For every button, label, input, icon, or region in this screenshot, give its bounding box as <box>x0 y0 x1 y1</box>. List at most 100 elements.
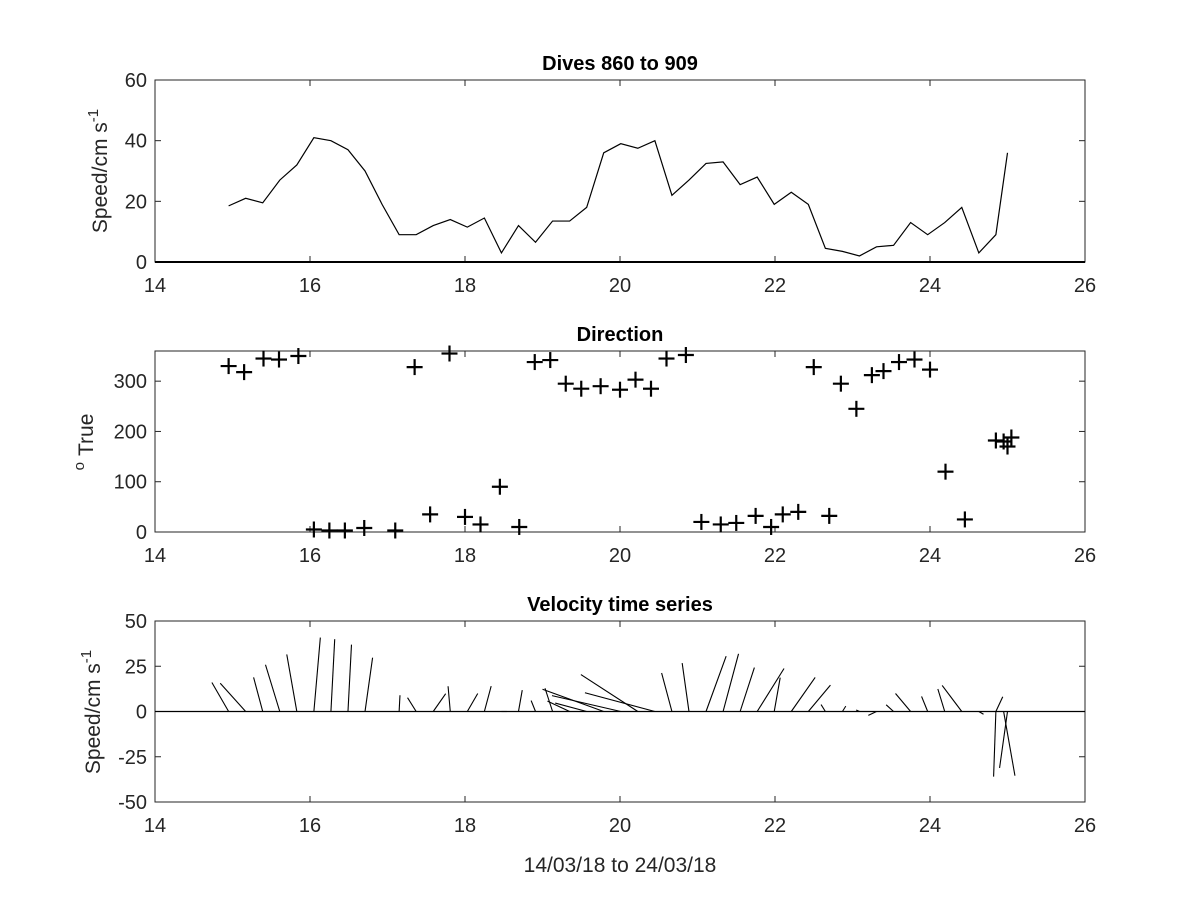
direction-y-tick-label: 200 <box>114 421 147 443</box>
direction-x-tick-label: 24 <box>919 545 941 567</box>
direction-y-tick-label: 0 <box>136 522 147 544</box>
speed-y-axis-label-text: Speed/cm s <box>89 122 112 233</box>
direction-point <box>658 350 675 367</box>
direction-x-tick-label: 16 <box>299 545 321 567</box>
direction-x-tick-label: 26 <box>1074 545 1096 567</box>
direction-point <box>336 522 353 539</box>
velocity-stick <box>993 711 997 777</box>
velocity-stick <box>722 653 740 712</box>
direction-x-tick-label: 14 <box>144 545 166 567</box>
direction-point <box>271 351 287 368</box>
velocity-stick <box>551 695 621 713</box>
velocity-stick <box>999 711 1009 769</box>
velocity-panel-title: Velocity time series <box>527 594 713 616</box>
velocity-stick <box>544 688 554 712</box>
direction-y-axis-label-text: True <box>75 414 98 456</box>
velocity-y-axis: -50 -25 0 25 50 <box>118 611 1085 814</box>
speed-x-axis: 14 16 18 20 22 24 26 <box>144 80 1096 297</box>
speed-y-axis: 0 20 40 60 <box>125 70 1085 274</box>
velocity-stick <box>219 682 247 712</box>
velocity-stick <box>264 664 281 712</box>
direction-point <box>848 400 865 417</box>
velocity-x-tick-label: 24 <box>919 815 941 837</box>
velocity-stick <box>841 705 847 712</box>
speed-x-tick-label: 16 <box>299 275 321 297</box>
velocity-y-axis-label-text: Speed/cm s <box>82 663 105 774</box>
velocity-y-tick-label: -25 <box>118 747 147 769</box>
direction-point <box>557 375 574 392</box>
velocity-y-axis-label: Speed/cm s-1 <box>78 650 105 774</box>
speed-x-tick-label: 22 <box>764 275 786 297</box>
direction-point <box>321 522 338 539</box>
direction-point <box>922 361 938 378</box>
direction-point <box>693 513 710 530</box>
direction-point <box>592 378 609 395</box>
velocity-stick <box>773 677 781 712</box>
direction-point <box>875 363 892 380</box>
direction-point <box>290 348 307 365</box>
velocity-stick <box>447 686 451 712</box>
velocity-stick <box>407 697 417 712</box>
direction-point <box>790 503 807 520</box>
velocity-x-tick-label: 14 <box>144 815 166 837</box>
direction-points <box>220 345 1020 539</box>
speed-x-tick-label: 14 <box>144 275 166 297</box>
direction-y-tick-label: 100 <box>114 472 147 494</box>
velocity-y-tick-label: -50 <box>118 792 147 814</box>
direction-point <box>406 359 423 376</box>
velocity-stick <box>347 644 353 712</box>
velocity-stick <box>820 704 826 712</box>
velocity-stick <box>756 668 785 712</box>
direction-point <box>511 518 528 535</box>
speed-series-line <box>228 136 1009 257</box>
velocity-stick <box>705 656 727 712</box>
direction-x-tick-label: 20 <box>609 545 631 567</box>
direction-point <box>906 351 923 368</box>
speed-x-tick-label: 26 <box>1074 275 1096 297</box>
direction-point <box>763 518 780 535</box>
velocity-stick <box>330 639 336 712</box>
velocity-y-tick-label: 50 <box>125 611 147 633</box>
direction-point <box>627 371 644 388</box>
direction-point <box>573 380 590 397</box>
velocity-stick <box>661 672 673 712</box>
direction-point <box>832 375 849 392</box>
velocity-stick <box>885 704 894 712</box>
direction-point <box>956 511 973 528</box>
direction-y-tick-label: 300 <box>114 371 147 393</box>
speed-y-axis-label: Speed/cm s-1 <box>85 109 112 233</box>
velocity-stick <box>517 690 523 712</box>
velocity-stick <box>580 674 639 712</box>
svg-text:oTrue: o True <box>71 414 98 471</box>
direction-y-axis-label: o True <box>71 414 98 471</box>
velocity-stick <box>530 700 537 712</box>
speed-x-tick-label: 20 <box>609 275 631 297</box>
velocity-stick <box>313 637 321 712</box>
velocity-panel: Velocity time series Speed/cm s-1 14/03/… <box>78 594 1096 877</box>
direction-point <box>728 514 745 531</box>
velocity-stick <box>364 657 374 712</box>
speed-y-axis-label-superscript: -1 <box>85 109 102 122</box>
speed-y-tick-label: 20 <box>125 191 147 213</box>
direction-point <box>236 364 253 381</box>
speed-y-tick-label: 0 <box>136 252 147 274</box>
direction-point <box>356 519 373 536</box>
velocity-stick <box>483 686 492 712</box>
velocity-stick <box>855 709 860 712</box>
direction-panel-title: Direction <box>577 324 664 346</box>
velocity-stick <box>286 654 298 712</box>
speed-panel-title: Dives 860 to 909 <box>542 53 698 75</box>
svg-text:Speed/cm s-1: Speed/cm s-1 <box>78 650 105 774</box>
velocity-stick <box>921 696 929 712</box>
direction-y-axis-label-prefix: o <box>71 462 88 470</box>
direction-point <box>747 507 764 524</box>
direction-point <box>805 359 822 376</box>
velocity-stick <box>895 693 912 712</box>
direction-point <box>387 522 404 539</box>
direction-point <box>612 381 628 398</box>
speed-plot-area <box>154 79 1086 263</box>
speed-series <box>155 136 1085 263</box>
velocity-stick <box>681 663 690 712</box>
direction-point <box>999 438 1016 455</box>
direction-point <box>677 347 694 364</box>
